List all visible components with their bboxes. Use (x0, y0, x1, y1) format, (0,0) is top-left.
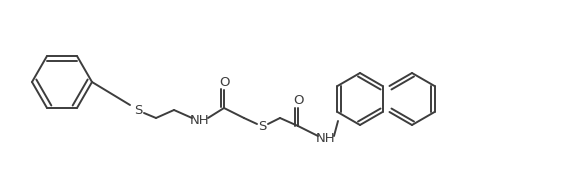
Text: O: O (293, 93, 303, 107)
Text: NH: NH (190, 114, 210, 127)
Text: NH: NH (316, 132, 336, 144)
Text: S: S (134, 103, 142, 117)
Text: S: S (258, 120, 266, 132)
Text: O: O (218, 75, 229, 88)
